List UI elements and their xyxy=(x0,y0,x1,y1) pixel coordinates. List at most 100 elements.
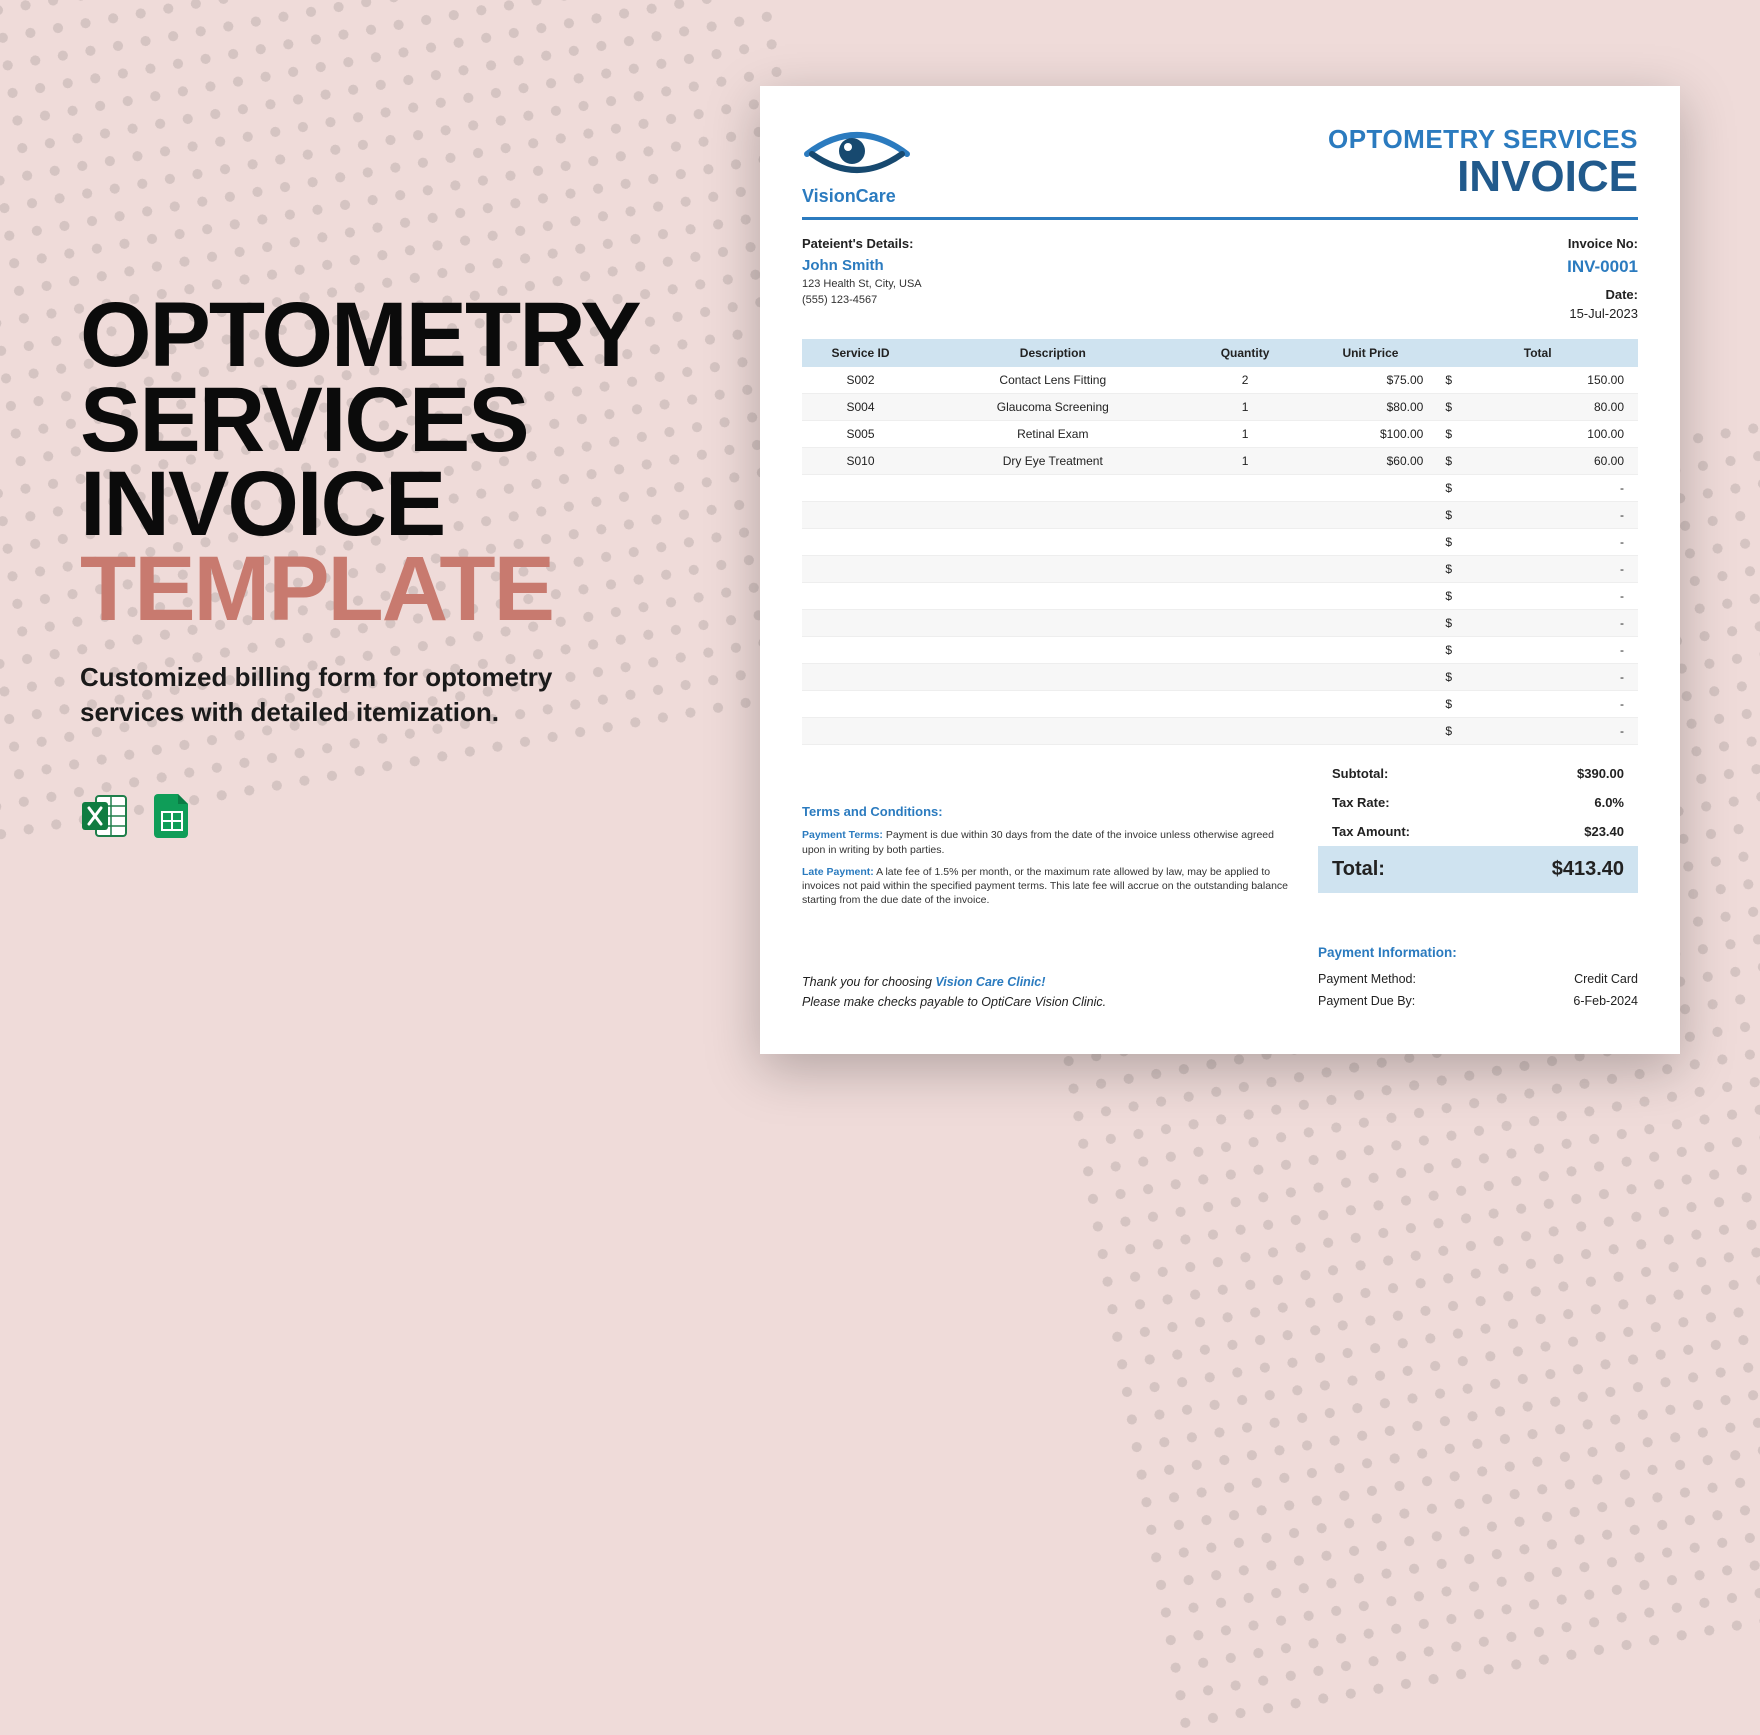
cell-service-id xyxy=(802,528,919,555)
terms-heading: Terms and Conditions: xyxy=(802,803,1288,821)
payment-method-value: Credit Card xyxy=(1574,972,1638,986)
cell-quantity xyxy=(1187,636,1304,663)
cell-description xyxy=(919,501,1187,528)
cell-quantity xyxy=(1187,609,1304,636)
cell-total: - xyxy=(1488,609,1638,636)
cell-service-id xyxy=(802,582,919,609)
cell-total: - xyxy=(1488,717,1638,744)
cell-service-id xyxy=(802,717,919,744)
invoice-date: 15-Jul-2023 xyxy=(1567,306,1638,321)
cell-description: Glaucoma Screening xyxy=(919,393,1187,420)
table-row: $- xyxy=(802,690,1638,717)
title-accent: TEMPLATE xyxy=(80,547,700,632)
line-items-table: Service ID Description Quantity Unit Pri… xyxy=(802,339,1638,745)
cell-total: - xyxy=(1488,582,1638,609)
cell-service-id xyxy=(802,636,919,663)
payment-method-label: Payment Method: xyxy=(1318,972,1416,986)
col-total: Total xyxy=(1437,339,1638,367)
cell-unit-price xyxy=(1304,609,1438,636)
invoice-sheet: VisionCare OPTOMETRY SERVICES INVOICE Pa… xyxy=(760,86,1680,1054)
cell-quantity xyxy=(1187,474,1304,501)
table-row: S010Dry Eye Treatment1$60.00$60.00 xyxy=(802,447,1638,474)
stage: OPTOMETRY SERVICES INVOICE TEMPLATE Cust… xyxy=(0,0,1760,1140)
payinfo-heading: Payment Information: xyxy=(1318,945,1638,960)
table-row: S002Contact Lens Fitting2$75.00$150.00 xyxy=(802,367,1638,394)
cell-service-id: S005 xyxy=(802,420,919,447)
cell-service-id: S002 xyxy=(802,367,919,394)
taxrate-value: 6.0% xyxy=(1594,795,1624,810)
terms-late-label: Late Payment: xyxy=(802,866,874,878)
patient-address: 123 Health St, City, USA xyxy=(802,278,922,290)
payment-due-row: Payment Due By: 6-Feb-2024 xyxy=(1318,990,1638,1012)
cell-total: 60.00 xyxy=(1488,447,1638,474)
cell-quantity xyxy=(1187,501,1304,528)
table-row: $- xyxy=(802,636,1638,663)
table-row: $- xyxy=(802,528,1638,555)
cell-unit-price xyxy=(1304,663,1438,690)
table-row: $- xyxy=(802,663,1638,690)
cell-currency: $ xyxy=(1437,690,1488,717)
thanks-brand: Vision Care Clinic! xyxy=(935,975,1045,989)
terms-late-text: A late fee of 1.5% per month, or the max… xyxy=(802,866,1288,906)
taxamt-label: Tax Amount: xyxy=(1332,824,1410,839)
col-description: Description xyxy=(919,339,1187,367)
cell-description xyxy=(919,636,1187,663)
invoice-no-label: Invoice No: xyxy=(1568,236,1638,251)
below-table-row: Terms and Conditions: Payment Terms: Pay… xyxy=(802,759,1638,915)
cell-unit-price: $80.00 xyxy=(1304,393,1438,420)
brand-block: VisionCare xyxy=(802,124,912,207)
taxrate-row: Tax Rate: 6.0% xyxy=(1318,788,1638,817)
payment-due-label: Payment Due By: xyxy=(1318,994,1415,1008)
promo-panel: OPTOMETRY SERVICES INVOICE TEMPLATE Cust… xyxy=(80,293,700,847)
col-unit-price: Unit Price xyxy=(1304,339,1438,367)
cell-description: Dry Eye Treatment xyxy=(919,447,1187,474)
table-row: $- xyxy=(802,717,1638,744)
cell-total: - xyxy=(1488,663,1638,690)
invoice-meta-block: Invoice No: INV-0001 Date: 15-Jul-2023 xyxy=(1567,236,1638,321)
subtotal-row: Subtotal: $390.00 xyxy=(1318,759,1638,788)
cell-description xyxy=(919,582,1187,609)
cell-total: 150.00 xyxy=(1488,367,1638,394)
excel-icon xyxy=(80,790,132,847)
cell-quantity xyxy=(1187,717,1304,744)
cell-unit-price xyxy=(1304,717,1438,744)
table-row: $- xyxy=(802,501,1638,528)
cell-service-id: S010 xyxy=(802,447,919,474)
cell-description xyxy=(919,690,1187,717)
table-row: $- xyxy=(802,609,1638,636)
patient-block: Pateient's Details: John Smith 123 Healt… xyxy=(802,236,922,321)
invoice-footer: Thank you for choosing Vision Care Clini… xyxy=(802,945,1638,1012)
cell-service-id xyxy=(802,501,919,528)
cell-total: 80.00 xyxy=(1488,393,1638,420)
cell-currency: $ xyxy=(1437,393,1488,420)
cell-total: - xyxy=(1488,636,1638,663)
cell-currency: $ xyxy=(1437,528,1488,555)
cell-total: - xyxy=(1488,528,1638,555)
cell-unit-price: $100.00 xyxy=(1304,420,1438,447)
cell-description xyxy=(919,717,1187,744)
cell-service-id xyxy=(802,609,919,636)
cell-quantity: 1 xyxy=(1187,420,1304,447)
taxrate-label: Tax Rate: xyxy=(1332,795,1390,810)
patient-name: John Smith xyxy=(802,257,922,274)
cell-unit-price xyxy=(1304,474,1438,501)
doc-title-line1: OPTOMETRY SERVICES xyxy=(1328,124,1638,155)
cell-currency: $ xyxy=(1437,447,1488,474)
thanks-block: Thank you for choosing Vision Care Clini… xyxy=(802,972,1288,1012)
promo-title: OPTOMETRY SERVICES INVOICE TEMPLATE xyxy=(80,293,700,632)
cell-total: - xyxy=(1488,501,1638,528)
cell-unit-price xyxy=(1304,690,1438,717)
eye-logo-icon xyxy=(802,124,912,182)
cell-currency: $ xyxy=(1437,367,1488,394)
terms-block: Terms and Conditions: Payment Terms: Pay… xyxy=(802,759,1288,915)
cell-currency: $ xyxy=(1437,420,1488,447)
cell-total: 100.00 xyxy=(1488,420,1638,447)
cell-unit-price xyxy=(1304,501,1438,528)
cell-unit-price xyxy=(1304,636,1438,663)
invoice-header: VisionCare OPTOMETRY SERVICES INVOICE xyxy=(802,124,1638,220)
brand-name: VisionCare xyxy=(802,186,896,207)
table-row: $- xyxy=(802,582,1638,609)
cell-quantity: 1 xyxy=(1187,447,1304,474)
cell-service-id: S004 xyxy=(802,393,919,420)
table-row: $- xyxy=(802,555,1638,582)
